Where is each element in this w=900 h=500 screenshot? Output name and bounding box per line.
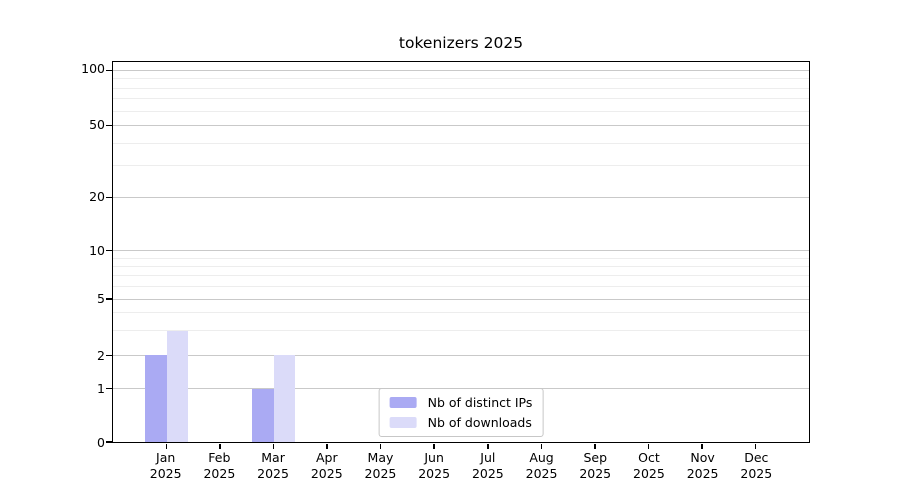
month-label: Oct	[638, 450, 660, 465]
year-label: 2025	[310, 465, 343, 481]
x-tick-mark	[219, 443, 221, 449]
x-tick-mark	[594, 443, 596, 449]
x-tick-mark	[433, 443, 435, 449]
y-tick-mark	[106, 354, 112, 357]
gridline-minor	[113, 330, 809, 332]
x-tick-label: Dec 2025	[724, 450, 788, 481]
gridline-minor	[113, 312, 809, 314]
y-tick-label: 10	[89, 242, 105, 258]
x-tick-label: Aug 2025	[510, 450, 574, 481]
gridline-minor	[113, 98, 809, 100]
month-label: Sep	[583, 450, 607, 465]
x-tick-label: Jun 2025	[402, 450, 466, 481]
year-label: 2025	[203, 465, 236, 481]
y-tick-label: 5	[97, 291, 105, 307]
legend-item: Nb of downloads	[389, 415, 533, 430]
x-tick-label: Nov 2025	[671, 450, 735, 481]
x-tick-mark	[272, 443, 275, 449]
x-tick-mark	[540, 443, 543, 449]
month-label: Dec	[744, 450, 769, 465]
y-tick-mark	[106, 249, 112, 252]
legend-swatch	[389, 417, 417, 428]
x-tick-mark	[379, 443, 382, 449]
x-tick-label: Apr 2025	[295, 450, 359, 481]
bar-distinct-ips	[252, 388, 274, 442]
y-tick-label: 2	[97, 348, 105, 364]
year-label: 2025	[686, 465, 719, 481]
chart-title: tokenizers 2025	[398, 34, 524, 52]
gridline-major	[113, 196, 809, 198]
x-tick-label: Feb 2025	[187, 450, 251, 481]
y-tick-label: 50	[89, 117, 105, 132]
year-label: 2025	[149, 465, 182, 481]
y-tick-mark	[106, 298, 112, 300]
gridline-minor	[113, 265, 809, 267]
y-tick-mark	[106, 124, 112, 127]
gridline-major	[113, 125, 809, 127]
year-label: 2025	[257, 465, 289, 481]
month-label: Nov	[690, 450, 715, 465]
y-tick-mark	[106, 196, 112, 199]
x-tick-mark	[754, 443, 757, 449]
x-tick-label: Sep 2025	[563, 450, 627, 481]
bar-distinct-ips	[145, 355, 167, 442]
legend-swatch	[389, 397, 417, 408]
year-label: 2025	[740, 465, 773, 481]
gridline-minor	[113, 142, 809, 144]
bar-downloads	[166, 330, 188, 442]
year-label: 2025	[633, 465, 665, 481]
y-tick-mark	[106, 69, 112, 72]
gridline-minor	[113, 275, 809, 277]
gridline-minor	[113, 87, 809, 89]
x-tick-label: Oct 2025	[617, 450, 681, 481]
x-tick-mark	[165, 443, 168, 449]
gridline-minor	[113, 78, 809, 80]
x-tick-mark	[647, 443, 650, 449]
y-tick-mark	[106, 441, 112, 443]
gridline-major	[113, 354, 809, 356]
x-tick-mark	[326, 443, 328, 449]
x-tick-mark	[701, 443, 703, 449]
y-tick-label: 20	[89, 189, 105, 204]
legend-label: Nb of distinct IPs	[427, 395, 533, 410]
year-label: 2025	[525, 465, 558, 481]
legend: Nb of distinct IPs Nb of downloads	[378, 388, 544, 437]
month-label: Jun	[424, 450, 444, 465]
gridline-major	[113, 298, 809, 300]
gridline-minor	[113, 285, 809, 287]
legend-label: Nb of downloads	[427, 415, 532, 430]
year-label: 2025	[418, 465, 451, 481]
y-tick-label: 0	[97, 435, 105, 450]
month-label: Apr	[315, 450, 338, 465]
month-label: Aug	[529, 450, 554, 465]
x-tick-label: Jan 2025	[134, 450, 198, 481]
x-tick-label: Mar 2025	[241, 450, 305, 481]
x-axis: Jan 2025 Feb 2025 Mar 2025 Apr 2025 May 2025 Jun 20…	[112, 450, 810, 490]
gridline-major	[113, 250, 809, 252]
gridline-minor	[113, 257, 809, 259]
x-tick-mark	[487, 443, 489, 449]
year-label: 2025	[471, 465, 504, 481]
y-tick-label: 100	[81, 61, 105, 77]
x-tick-label: May 2025	[348, 450, 412, 481]
month-label: Jul	[480, 450, 496, 465]
y-axis: 0 1 2 5 10 20 50 100	[0, 61, 105, 450]
month-label: Feb	[208, 450, 231, 465]
plot-area: Nb of distinct IPs Nb of downloads	[106, 61, 810, 449]
legend-item: Nb of distinct IPs	[389, 395, 533, 410]
gridline-minor	[113, 165, 809, 167]
gridline-minor	[113, 110, 809, 112]
month-label: May	[367, 450, 394, 465]
gridline-major	[113, 69, 809, 71]
y-tick-mark	[106, 387, 112, 390]
month-label: Mar	[261, 450, 285, 465]
x-tick-label: Jul 2025	[456, 450, 520, 481]
month-label: Jan	[156, 450, 176, 465]
year-label: 2025	[579, 465, 612, 481]
bar-downloads	[273, 355, 296, 442]
y-tick-label: 1	[97, 381, 105, 397]
year-label: 2025	[364, 465, 397, 481]
